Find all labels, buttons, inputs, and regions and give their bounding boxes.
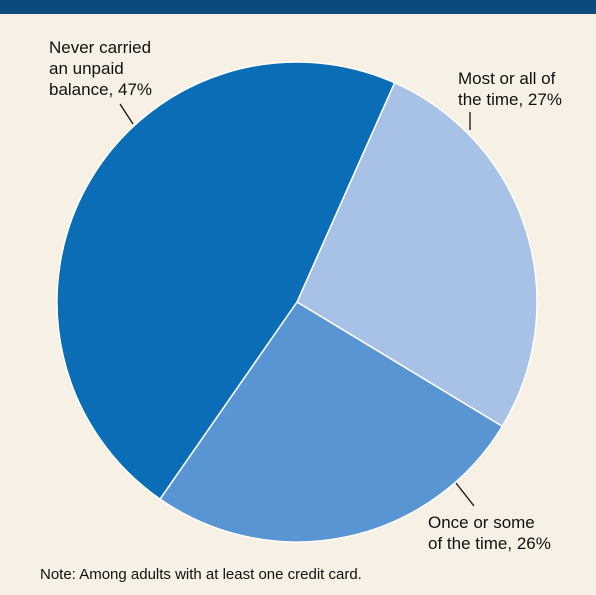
slice-once-or-some bbox=[158, 300, 504, 543]
leader-lines bbox=[119, 103, 475, 507]
label-never-carried-line-1: Never carried bbox=[49, 38, 151, 57]
label-most-or-all: Most or all of the time, 27% bbox=[458, 69, 562, 109]
label-never-carried: Never carried an unpaid balance, 47% bbox=[49, 38, 156, 99]
label-never-carried-line-3: balance, 47% bbox=[49, 80, 152, 99]
leader-never-carried bbox=[119, 103, 134, 125]
label-never-carried-line-2: an unpaid bbox=[49, 59, 124, 78]
chart-note: Note: Among adults with at least one cre… bbox=[40, 566, 362, 583]
label-once-or-some-line-1: Once or some bbox=[428, 513, 535, 532]
pie-slices bbox=[56, 61, 538, 543]
label-most-or-all-line-1: Most or all of bbox=[458, 69, 556, 88]
label-once-or-some-line-2: of the time, 26% bbox=[428, 534, 551, 553]
label-once-or-some: Once or some of the time, 26% bbox=[428, 513, 551, 553]
slice-never-carried bbox=[56, 61, 396, 501]
leader-once-or-some bbox=[455, 482, 475, 507]
header-bar bbox=[0, 0, 596, 14]
label-most-or-all-line-2: the time, 27% bbox=[458, 90, 562, 109]
